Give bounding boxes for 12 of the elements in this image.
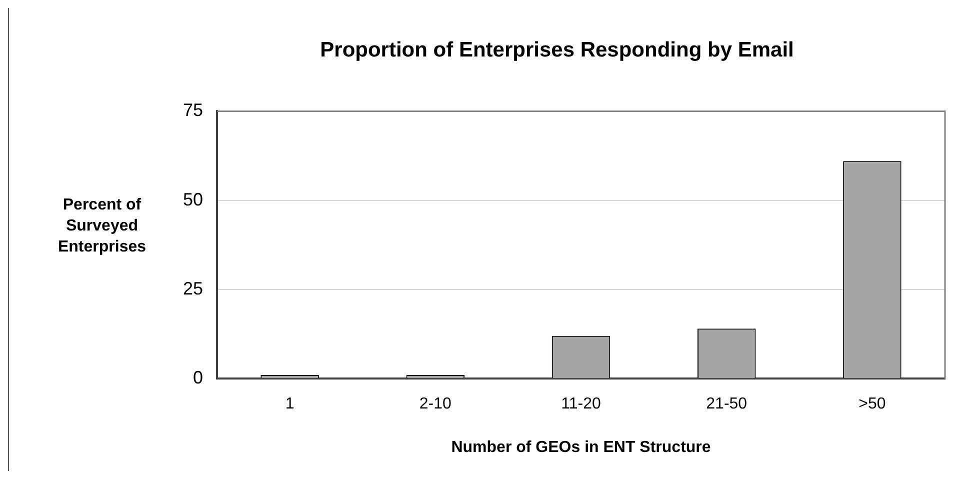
- x-tick-label: >50: [858, 396, 886, 413]
- x-tick-label: 2-10: [419, 396, 452, 413]
- x-axis-title: Number of GEOs in ENT Structure: [451, 438, 711, 456]
- y-tick-label: 75: [182, 100, 204, 120]
- x-tick-label: 21-50: [706, 396, 748, 413]
- x-tick-label: 11-20: [561, 396, 601, 413]
- y-tick-label: 0: [193, 368, 204, 388]
- y-tick-label: 25: [182, 278, 204, 298]
- x-tick-label: 1: [285, 396, 294, 413]
- y-axis-title: Percent of Surveyed Enterprises: [58, 196, 146, 256]
- chart-title: Proportion of Enterprises Responding by Email: [320, 38, 794, 62]
- y-tick-label: 50: [182, 189, 204, 210]
